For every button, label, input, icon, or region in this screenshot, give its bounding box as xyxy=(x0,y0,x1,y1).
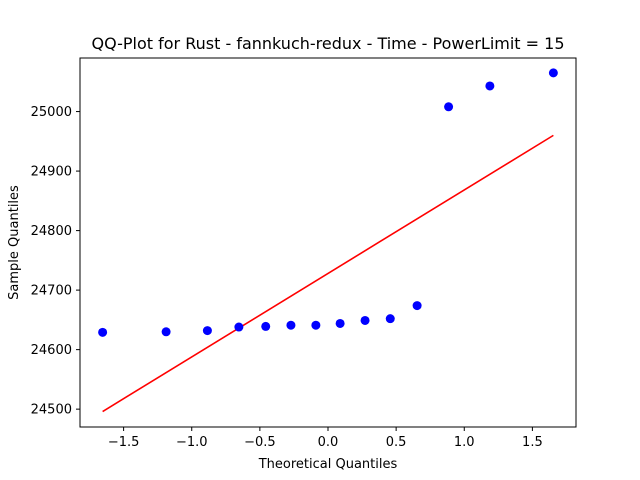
reference-line-layer xyxy=(102,134,554,413)
x-tick-label: −1.0 xyxy=(176,435,208,450)
data-point xyxy=(412,301,422,311)
data-point xyxy=(234,322,244,332)
x-axis: −1.5 −1.0 −0.5 0.0 0.5 1.0 1.5 xyxy=(108,427,543,450)
x-tick-label: 0.5 xyxy=(386,435,407,450)
data-point xyxy=(335,318,345,328)
x-tick-label: 1.0 xyxy=(454,435,475,450)
y-axis: 24500 24600 24700 24800 24900 25000 xyxy=(31,105,80,418)
y-tick-label: 24500 xyxy=(31,403,72,418)
x-tick-label: −0.5 xyxy=(244,435,276,450)
x-tick-label: −1.5 xyxy=(108,435,140,450)
points-layer xyxy=(98,68,558,337)
y-tick-label: 24800 xyxy=(31,224,72,239)
y-tick-label: 25000 xyxy=(31,105,72,120)
reference-line xyxy=(102,134,554,413)
chart-title: QQ-Plot for Rust - fannkuch-redux - Time… xyxy=(91,34,564,53)
data-point xyxy=(161,327,171,337)
data-point xyxy=(485,81,495,91)
data-point xyxy=(311,320,321,330)
data-point xyxy=(202,326,212,336)
data-point xyxy=(548,68,558,78)
data-point xyxy=(385,314,395,324)
y-axis-label: Sample Quantiles xyxy=(7,185,22,300)
y-tick-label: 24900 xyxy=(31,165,72,180)
data-point xyxy=(98,327,108,337)
data-point xyxy=(360,315,370,325)
x-tick-label: 1.5 xyxy=(522,435,543,450)
x-tick-label: 0.0 xyxy=(318,435,339,450)
data-point xyxy=(286,320,296,330)
y-tick-label: 24600 xyxy=(31,343,72,358)
y-tick-label: 24700 xyxy=(31,284,72,299)
x-axis-label: Theoretical Quantiles xyxy=(258,457,398,472)
data-point xyxy=(261,321,271,331)
data-point xyxy=(444,102,454,112)
